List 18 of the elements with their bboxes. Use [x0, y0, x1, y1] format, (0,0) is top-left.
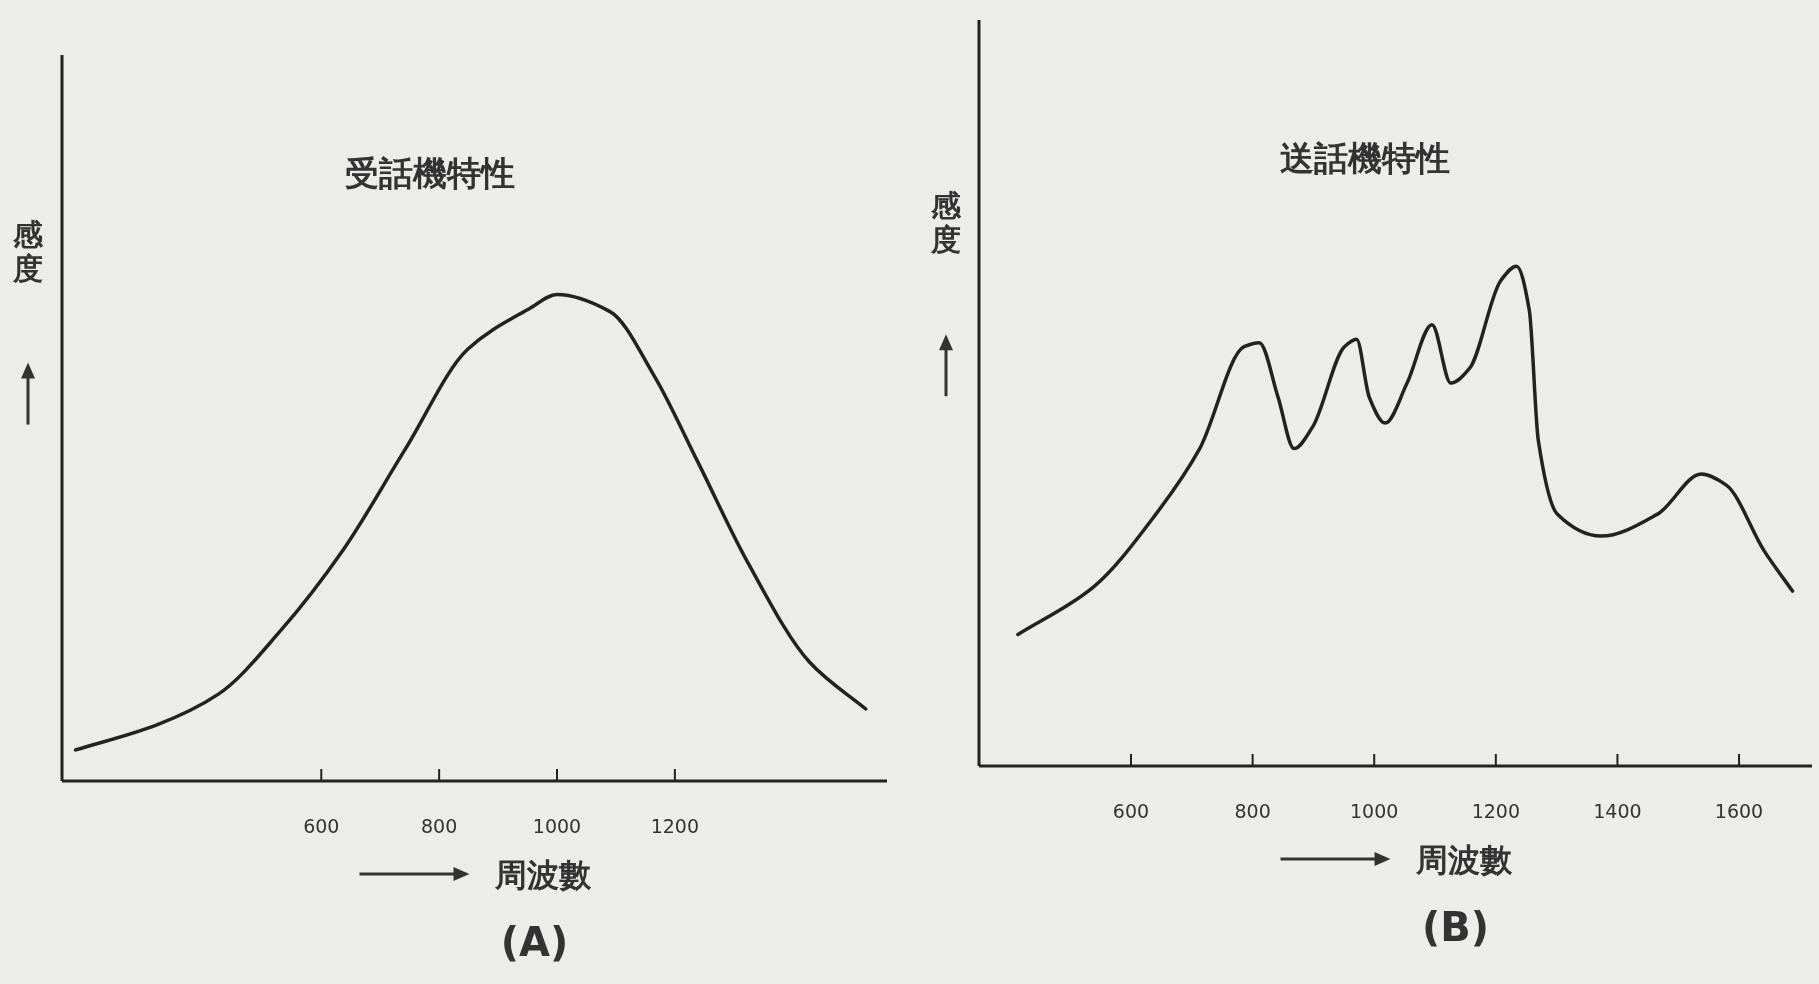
- chart-title: 受話機特性: [345, 153, 515, 193]
- y-axis-title: 感度: [930, 188, 962, 258]
- x-tick-label: 1200: [1471, 800, 1520, 822]
- x-tick-label: 1000: [1350, 800, 1399, 822]
- x-tick-label: 800: [1234, 800, 1271, 822]
- x-axis-title: 周波數: [1414, 841, 1513, 879]
- x-tick-label: 1600: [1714, 800, 1764, 822]
- x-axis-title: 周波數: [493, 856, 592, 894]
- text: (B): [1421, 904, 1490, 950]
- text: (A): [500, 919, 569, 965]
- x-tick-label: 600: [303, 815, 340, 837]
- chart-title: 送話機特性: [1280, 138, 1450, 178]
- y-axis-title: 感度: [12, 216, 44, 286]
- x-tick-label: 800: [421, 815, 458, 837]
- x-tick-label: 1200: [650, 815, 700, 837]
- x-tick-label: 1000: [532, 815, 582, 837]
- x-tick-label: 600: [1112, 800, 1150, 822]
- x-tick-label: 1400: [1593, 800, 1642, 822]
